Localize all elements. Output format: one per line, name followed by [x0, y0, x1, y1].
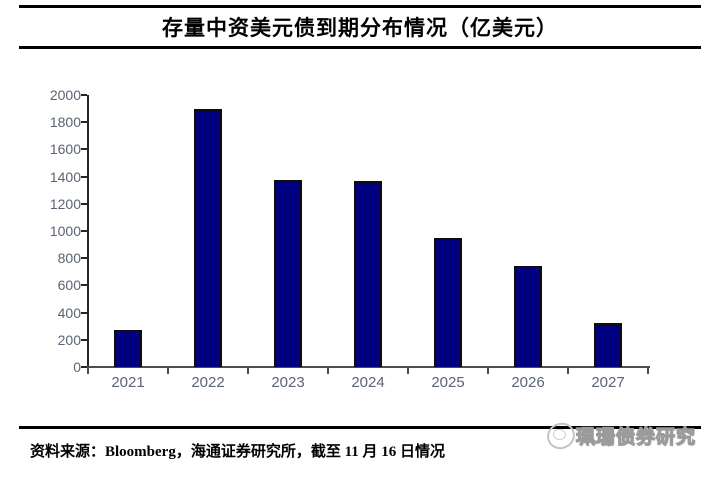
- y-axis-tick: [81, 121, 87, 124]
- y-axis-tick: [81, 311, 87, 314]
- bar-2023: [274, 180, 302, 367]
- x-axis-line: [87, 366, 650, 368]
- x-axis-tick: [647, 368, 649, 374]
- y-axis-tick-label: 200: [57, 331, 81, 348]
- y-axis-tick: [81, 175, 87, 178]
- x-axis-label-2022: 2022: [191, 374, 225, 391]
- x-axis-label-2027: 2027: [591, 374, 625, 391]
- y-axis-tick-label: 1200: [49, 195, 81, 212]
- y-axis-tick: [81, 284, 87, 287]
- bar-2022: [194, 108, 222, 367]
- y-axis-tick-label: 600: [57, 277, 81, 294]
- x-axis-tick: [167, 368, 169, 374]
- y-axis-tick: [81, 366, 87, 368]
- y-axis-tick-label: 1400: [49, 168, 81, 185]
- y-axis-tick-label: 1000: [49, 223, 81, 239]
- y-axis-tick-label: 1600: [49, 141, 81, 158]
- source-note: 资料来源：Bloomberg，海通证券研究所，截至 11 月 16 日情况: [30, 444, 445, 460]
- y-axis-tick: [81, 257, 87, 260]
- y-axis-tick: [81, 202, 87, 205]
- bar-chart-plot-area: 0 200 400 600 800 1000 1200 1400 1600 1800 2000 202…: [50, 88, 650, 391]
- bar-2027: [594, 323, 622, 367]
- x-axis-tick: [407, 368, 409, 374]
- y-axis-tick: [81, 338, 87, 341]
- x-axis-tick: [487, 368, 489, 374]
- y-axis-tick-label: 1800: [49, 114, 81, 131]
- logo-inner-ring: [552, 428, 567, 441]
- chart-title-box: 存量中资美元债到期分布情况（亿美元）: [19, 5, 701, 49]
- x-axis-label-2026: 2026: [511, 374, 545, 391]
- y-axis-line: [87, 95, 89, 368]
- y-axis-tick: [81, 94, 87, 96]
- x-axis-tick: [567, 368, 569, 374]
- x-axis-tick: [327, 368, 329, 374]
- x-axis-label-2021: 2021: [111, 374, 145, 391]
- y-axis-tick-label: 400: [57, 304, 81, 321]
- bar-2021: [114, 330, 142, 367]
- y-axis-tick-label: 0: [73, 359, 81, 375]
- y-axis-tick: [81, 148, 87, 151]
- bar-2025: [434, 237, 462, 367]
- y-axis-tick-label: 800: [57, 250, 81, 267]
- x-axis-tick: [87, 368, 89, 374]
- x-axis-label-2025: 2025: [431, 374, 465, 391]
- y-axis-tick-label: 2000: [49, 87, 81, 103]
- chart-title: 存量中资美元债到期分布情况（亿美元）: [162, 16, 558, 40]
- bar-2024: [354, 181, 382, 367]
- bar-2026: [514, 266, 542, 367]
- y-axis-tick: [81, 230, 87, 232]
- x-axis-label-2023: 2023: [271, 374, 305, 391]
- x-axis-label-2024: 2024: [351, 374, 385, 391]
- x-axis-tick: [247, 368, 249, 374]
- footer-divider-line: [19, 426, 701, 429]
